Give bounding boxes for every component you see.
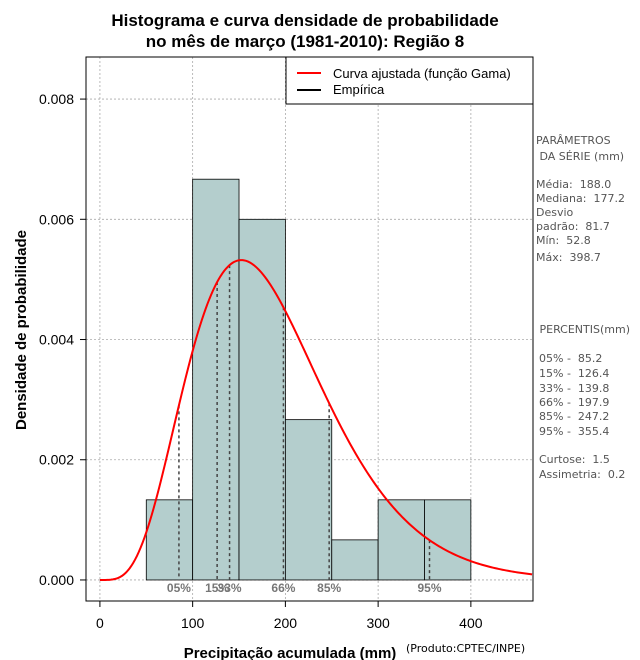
x-tick-label: 300 (366, 615, 390, 631)
pct-85: 85% - 247.2 (539, 410, 610, 423)
percentile-label: 05% (167, 581, 191, 595)
stat-desvio-2: padrão: 81.7 (536, 220, 610, 233)
legend-label-fitted: Curva ajustada (função Gama) (333, 66, 511, 81)
chart-title-line1: Histograma e curva densidade de probabil… (111, 11, 498, 30)
x-tick-label: 0 (96, 615, 104, 631)
y-axis-label: Densidade de probabilidade (13, 230, 30, 430)
x-tick-label: 200 (274, 615, 298, 631)
stat-media: Média: 188.0 (536, 178, 612, 191)
percentile-label: 66% (271, 581, 295, 595)
pct-66: 66% - 197.9 (539, 396, 610, 409)
legend-label-empirical: Empírica (333, 82, 385, 97)
stat-assimetria: Assimetria: 0.2 (539, 468, 626, 481)
x-tick-label: 100 (181, 615, 205, 631)
chart-title-line2: no mês de março (1981-2010): Região 8 (146, 32, 464, 51)
params-title-2: DA SÉRIE (mm) (536, 150, 625, 163)
pct-15: 15% - 126.4 (539, 367, 610, 380)
gamma-curve (99, 259, 533, 581)
percentile-lines (178, 265, 431, 580)
stat-mediana: Mediana: 177.2 (536, 192, 625, 205)
stat-min: Mín: 52.8 (536, 234, 591, 247)
legend: Curva ajustada (função Gama) Empírica (285, 56, 534, 105)
percentile-labels: 05% 15%33% 66% 85% 95% (167, 581, 442, 595)
pct-33: 33% - 139.8 (539, 382, 610, 395)
y-tick-label: 0.002 (39, 452, 74, 468)
product-credit: (Produto:CPTEC/INPE) (406, 642, 525, 655)
y-tick-label: 0.000 (39, 572, 74, 588)
y-tick-label: 0.004 (39, 332, 74, 348)
histogram-bar (145, 499, 194, 581)
percentile-label: 15% (205, 581, 229, 595)
histogram-bar (192, 178, 240, 581)
percentile-label: 95% (417, 581, 441, 595)
x-tick-label: 400 (459, 615, 483, 631)
histogram-bar (284, 419, 333, 581)
stat-curtose: Curtose: 1.5 (539, 453, 610, 466)
histogram-bar (331, 539, 379, 581)
params-title-1: PARÂMETROS (536, 134, 611, 147)
pct-95: 95% - 355.4 (539, 425, 610, 438)
percentis-title: PERCENTIS(mm) (536, 323, 630, 336)
percentile-label: 85% (317, 581, 341, 595)
histogram-bar (424, 499, 472, 581)
y-tick-label: 0.006 (39, 211, 74, 227)
legend-box (285, 56, 534, 105)
histogram-bar (377, 499, 425, 581)
stat-desvio-1: Desvio (536, 206, 574, 219)
histogram-bar (238, 218, 286, 581)
stat-max: Máx: 398.7 (536, 251, 601, 264)
y-tick-label: 0.008 (39, 91, 74, 107)
pct-05: 05% - 85.2 (539, 352, 603, 365)
axes: 0 100 200 300 400 0.000 0.002 0.004 0.006 0.008 (39, 91, 483, 631)
percentile-label: 33% (218, 581, 242, 595)
histogram-bars (145, 178, 472, 581)
x-axis-label: Precipitação acumulada (mm) (184, 645, 397, 660)
